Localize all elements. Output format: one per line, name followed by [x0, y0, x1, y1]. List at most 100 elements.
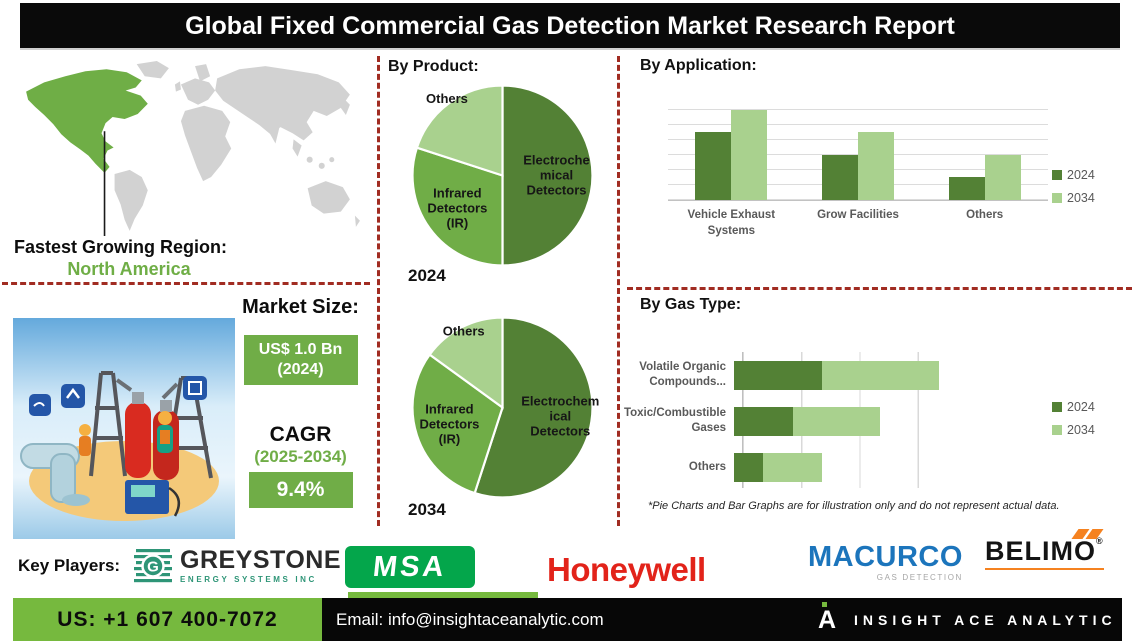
category-label: Others [688, 460, 726, 473]
pie-slice [415, 84, 504, 178]
pie-slice [411, 146, 504, 267]
gas-row: Others [622, 444, 984, 490]
gas-chart: Volatile Organic Compounds... Toxic/Combu… [622, 352, 984, 490]
bar-segment-2024 [734, 452, 764, 482]
key-players-label: Key Players: [18, 556, 121, 575]
market-size-year: (2024) [277, 361, 324, 378]
insightace-logo-icon: A [818, 601, 842, 635]
legend-label: 2034 [1067, 191, 1095, 205]
pie-slice [501, 84, 594, 267]
pie-slice-label: Infrared Detectors (IR) [419, 402, 479, 447]
gas-row: Volatile Organic Compounds... [622, 352, 984, 398]
bar-segment-2024 [734, 406, 793, 436]
divider-dashed-horizontal [2, 282, 370, 285]
cagr-period: (2025-2034) [254, 447, 347, 466]
legend-label: 2024 [1067, 400, 1095, 414]
divider-dashed-vertical [377, 56, 380, 526]
gas-legend: 2024 2034 [1052, 400, 1095, 446]
greystone-icon-letter: G [147, 559, 159, 576]
cagr-label: CAGR [269, 423, 332, 446]
footer-bar [322, 598, 1122, 641]
legend-item: 2024 [1052, 400, 1095, 414]
pie-slice [428, 316, 504, 410]
gas-bar [734, 406, 968, 436]
region-value: North America [67, 259, 191, 279]
gas-rows: Volatile Organic Compounds... Toxic/Combu… [622, 352, 984, 490]
logo-belimo: BELIMO® [985, 529, 1104, 571]
footer-email: Email: info@insightaceanalytic.com [336, 610, 604, 629]
industrial-illustration [13, 318, 235, 539]
bar-2024 [822, 154, 858, 200]
disclaimer-note: *Pie Charts and Bar Graphs are for illus… [648, 500, 1060, 512]
greystone-chip-icon: G [134, 549, 172, 583]
bar-segment-2024 [734, 360, 822, 390]
macurco-wordmark: MACURCO [808, 541, 963, 573]
bar-2024 [948, 177, 985, 200]
pie-slice [411, 353, 504, 495]
bar-group [921, 96, 1048, 200]
pie-chart-2034: Electrochem ical Detectors Infrared Detector… [411, 316, 599, 499]
workers [79, 411, 173, 456]
section-heading-product: By Product: [388, 58, 479, 75]
logo-macurco: MACURCO GAS DETECTION [808, 541, 963, 583]
pie-slice-label: Infrared Detectors (IR) [427, 185, 487, 230]
bar-2034 [984, 154, 1021, 200]
legend-item: 2024 [1052, 168, 1095, 182]
pie-slice [473, 316, 594, 499]
market-size-label: Market Size: [242, 296, 359, 318]
logo-msa: MSA [345, 546, 475, 588]
registered-mark: ® [1096, 536, 1104, 546]
legend-swatch [1052, 193, 1062, 203]
map-north-america-highlight [26, 69, 148, 173]
category-label: Volatile Organic Compounds... [639, 361, 726, 388]
section-heading-application: By Application: [640, 57, 757, 74]
legend-label: 2024 [1067, 168, 1095, 182]
bar-segment-2034 [792, 406, 881, 436]
legend-swatch [1052, 170, 1062, 180]
fastest-growing-region: Fastest Growing Region: North America [14, 237, 244, 280]
pie-year-label: 2034 [408, 500, 446, 519]
world-map [26, 61, 360, 236]
divider-dashed-vertical [617, 56, 620, 526]
pie-chart-2024: Electroche mical Detectors Infrared Detector… [411, 84, 594, 267]
legend-item: 2034 [1052, 191, 1095, 205]
warning-signs [29, 376, 207, 416]
bar-segment-2034 [763, 452, 822, 482]
greystone-wordmark: GREYSTONE [180, 546, 342, 574]
legend-swatch [1052, 402, 1062, 412]
bar-group [795, 96, 922, 200]
bar-2034 [731, 109, 768, 200]
footer-accent-strip [348, 592, 538, 598]
gas-bar [734, 360, 968, 390]
bar-group [668, 96, 795, 200]
legend-label: 2034 [1067, 423, 1095, 437]
cagr-value-box: 9.4% [248, 472, 353, 508]
category-label: Toxic/Combustible Gases [623, 407, 726, 434]
market-size-panel: Market Size: US$ 1.0 Bn (2024) CAGR (202… [238, 296, 363, 508]
legend-swatch [1052, 425, 1062, 435]
logo-honeywell: Honeywell [547, 551, 706, 588]
control-box [125, 480, 181, 517]
pipe-elbow [20, 443, 90, 506]
msa-wordmark: MSA [371, 550, 449, 583]
region-label: Fastest Growing Region: [14, 237, 228, 257]
market-size-value: US$ 1.0 Bn [258, 341, 343, 358]
greystone-subtitle: ENERGY SYSTEMS INC [180, 575, 317, 584]
bar-2024 [695, 132, 732, 200]
bar-segment-2034 [821, 360, 939, 390]
footer-brand: A INSIGHT ACE ANALYTIC [818, 598, 1117, 641]
application-legend: 2024 2034 [1052, 168, 1095, 214]
category-label: Grow Facilities [817, 209, 899, 221]
page-title: Global Fixed Commercial Gas Detection Ma… [20, 3, 1120, 50]
map-continents-gray [114, 61, 360, 231]
belimo-wordmark: BELIMO® [985, 536, 1104, 566]
belimo-slashes-icon [1071, 529, 1104, 539]
bar-2034 [858, 132, 894, 200]
divider-dashed-horizontal [627, 287, 1132, 290]
logo-greystone: G GREYSTONE ENERGY SYSTEMS INC [132, 545, 341, 587]
category-label: Others [966, 209, 1004, 221]
market-size-value-box: US$ 1.0 Bn (2024) [243, 335, 358, 385]
